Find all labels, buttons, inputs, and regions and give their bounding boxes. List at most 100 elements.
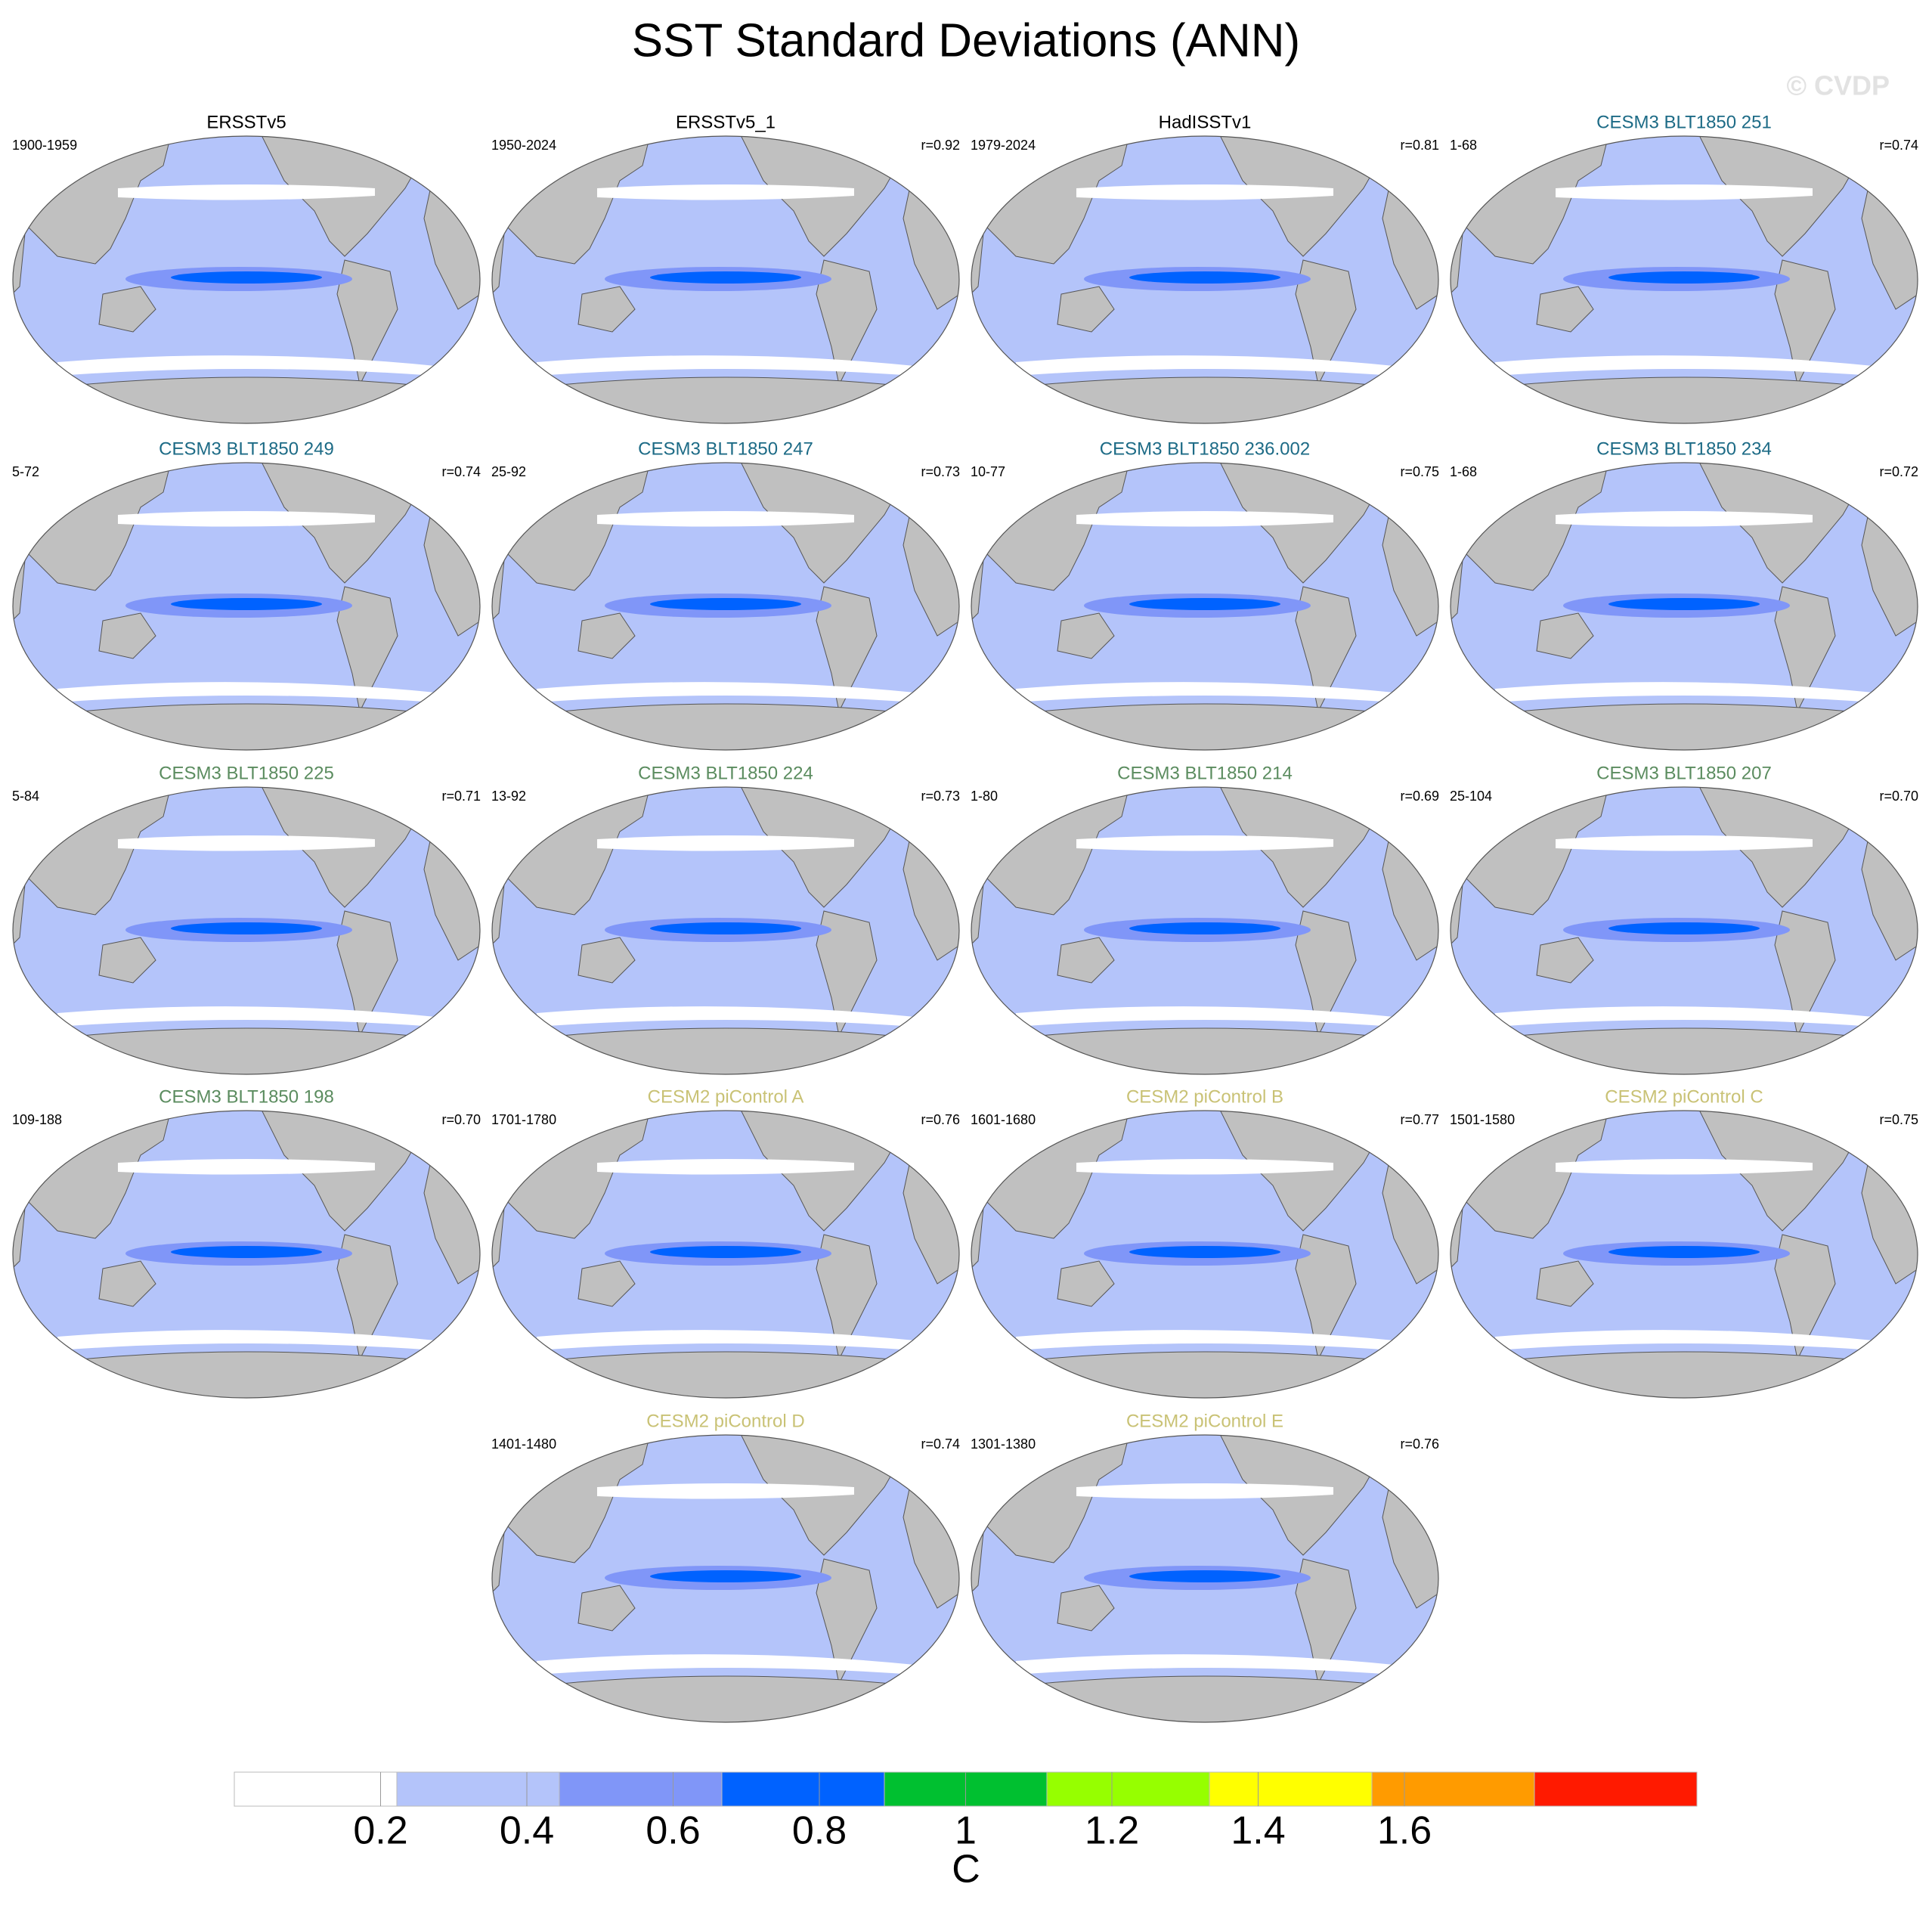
map-panel: ERSSTv5 1900-1959 [12,112,481,425]
colorbar-box [1209,1771,1373,1807]
map [971,462,1439,751]
watermark: © CVDP [1786,70,1890,101]
period-label: 1601-1680 [971,1112,1036,1127]
map-panel: CESM3 BLT1850 236.002 10-77 r=0.75 [971,438,1439,751]
map-panel: CESM2 piControl B 1601-1680 r=0.77 [971,1086,1439,1399]
colorbar-tick-label: 0.2 [353,1809,407,1853]
panel-title: CESM3 BLT1850 214 [1117,763,1293,783]
map-panel: CESM3 BLT1850 247 25-92 r=0.73 [491,438,960,751]
map [971,135,1439,425]
panel-title: CESM2 piControl E [1126,1411,1283,1431]
period-label: 109-188 [12,1112,62,1127]
period-label: 1-68 [1450,464,1477,479]
map-panel: CESM3 BLT1850 234 1-68 r=0.72 [1450,438,1918,751]
period-label: 1950-2024 [491,138,556,153]
map-panel: ERSSTv5_1 1950-2024 r=0.92 [491,112,960,425]
correlation-label: r=0.70 [1879,789,1918,804]
map-panel: CESM3 BLT1850 198 109-188 r=0.70 [12,1086,481,1399]
map [971,786,1439,1076]
map [1450,1110,1918,1399]
map [971,1434,1439,1724]
colorbar-label: C [952,1848,980,1892]
colorbar: 0.2 0.4 0.6 0.8 1 1.2 1.4 1.6 C [234,1771,1698,1892]
period-label: 1900-1959 [12,138,77,153]
map-panel: CESM3 BLT1850 251 1-68 r=0.74 [1450,112,1918,425]
panel-title: CESM2 piControl A [648,1086,804,1107]
panel-title: CESM3 BLT1850 234 [1596,438,1772,459]
map [1450,786,1918,1076]
colorbar-tick-label: 0.8 [792,1809,847,1853]
period-label: 1701-1780 [491,1112,556,1127]
period-label: 1301-1380 [971,1436,1036,1452]
period-label: 1979-2024 [971,138,1036,153]
period-label: 13-92 [491,789,526,804]
correlation-label: r=0.76 [1400,1436,1439,1452]
map [1450,462,1918,751]
correlation-label: r=0.74 [1879,138,1918,153]
map [491,462,960,751]
panel-title: CESM3 BLT1850 236.002 [1100,438,1310,459]
map-panel: CESM2 piControl D 1401-1480 r=0.74 [491,1411,960,1724]
map [12,462,481,751]
map-panel: CESM2 piControl C 1501-1580 r=0.75 [1450,1086,1918,1399]
colorbar-box [721,1771,885,1807]
correlation-label: r=0.92 [921,138,960,153]
map [491,135,960,425]
panel-title: ERSSTv5 [206,112,286,132]
correlation-label: r=0.71 [441,789,481,804]
colorbar-tick-label: 0.4 [500,1809,554,1853]
panels: ERSSTv5 1900-1959 ERSSTv5_1 1950-2024 r=0.92… [12,112,1918,1724]
colorbar-box [559,1771,723,1807]
panel-title: ERSSTv5_1 [676,112,776,132]
map [12,135,481,425]
colorbar-box [396,1771,560,1807]
colorbar-tick-label: 1 [955,1809,977,1853]
map-panel: CESM2 piControl E 1301-1380 r=0.76 [971,1411,1439,1724]
map-panel: CESM3 BLT1850 225 5-84 r=0.71 [12,763,481,1076]
map [491,1434,960,1724]
correlation-label: r=0.75 [1879,1112,1918,1127]
panel-title: CESM3 BLT1850 198 [159,1086,334,1107]
map [1450,135,1918,425]
figure-title: SST Standard Deviations (ANN) [632,14,1300,67]
colorbar-tick-label: 1.2 [1085,1809,1139,1853]
correlation-label: r=0.70 [441,1112,481,1127]
map [491,1110,960,1399]
panel-title: CESM2 piControl C [1605,1086,1763,1107]
period-label: 1-80 [971,789,998,804]
map [12,1110,481,1399]
colorbar-tick-label: 1.4 [1231,1809,1285,1853]
period-label: 1401-1480 [491,1436,556,1452]
map-panel: CESM3 BLT1850 249 5-72 r=0.74 [12,438,481,751]
panel-title: CESM3 BLT1850 249 [159,438,334,459]
map-panel: CESM3 BLT1850 207 25-104 r=0.70 [1450,763,1918,1076]
panel-title: CESM3 BLT1850 224 [638,763,813,783]
map [12,786,481,1076]
correlation-label: r=0.73 [921,464,960,479]
panel-title: CESM2 piControl D [646,1411,804,1431]
correlation-label: r=0.81 [1400,138,1439,153]
correlation-label: r=0.75 [1400,464,1439,479]
correlation-label: r=0.74 [921,1436,960,1452]
correlation-label: r=0.69 [1400,789,1439,804]
correlation-label: r=0.77 [1400,1112,1439,1127]
panel-title: CESM2 piControl B [1126,1086,1283,1107]
correlation-label: r=0.74 [441,464,481,479]
period-label: 10-77 [971,464,1005,479]
correlation-label: r=0.72 [1879,464,1918,479]
map-panel: CESM3 BLT1850 214 1-80 r=0.69 [971,763,1439,1076]
period-label: 5-84 [12,789,39,804]
map-panel: CESM3 BLT1850 224 13-92 r=0.73 [491,763,960,1076]
correlation-label: r=0.76 [921,1112,960,1127]
period-label: 5-72 [12,464,39,479]
map [491,786,960,1076]
panel-title: CESM3 BLT1850 207 [1596,763,1772,783]
period-label: 1-68 [1450,138,1477,153]
colorbar-box [1046,1771,1210,1807]
colorbar-box [1371,1771,1535,1807]
colorbar-tick-label: 0.6 [646,1809,700,1853]
panel-title: CESM3 BLT1850 251 [1596,112,1772,132]
period-label: 25-104 [1450,789,1492,804]
period-label: 1501-1580 [1450,1112,1515,1127]
